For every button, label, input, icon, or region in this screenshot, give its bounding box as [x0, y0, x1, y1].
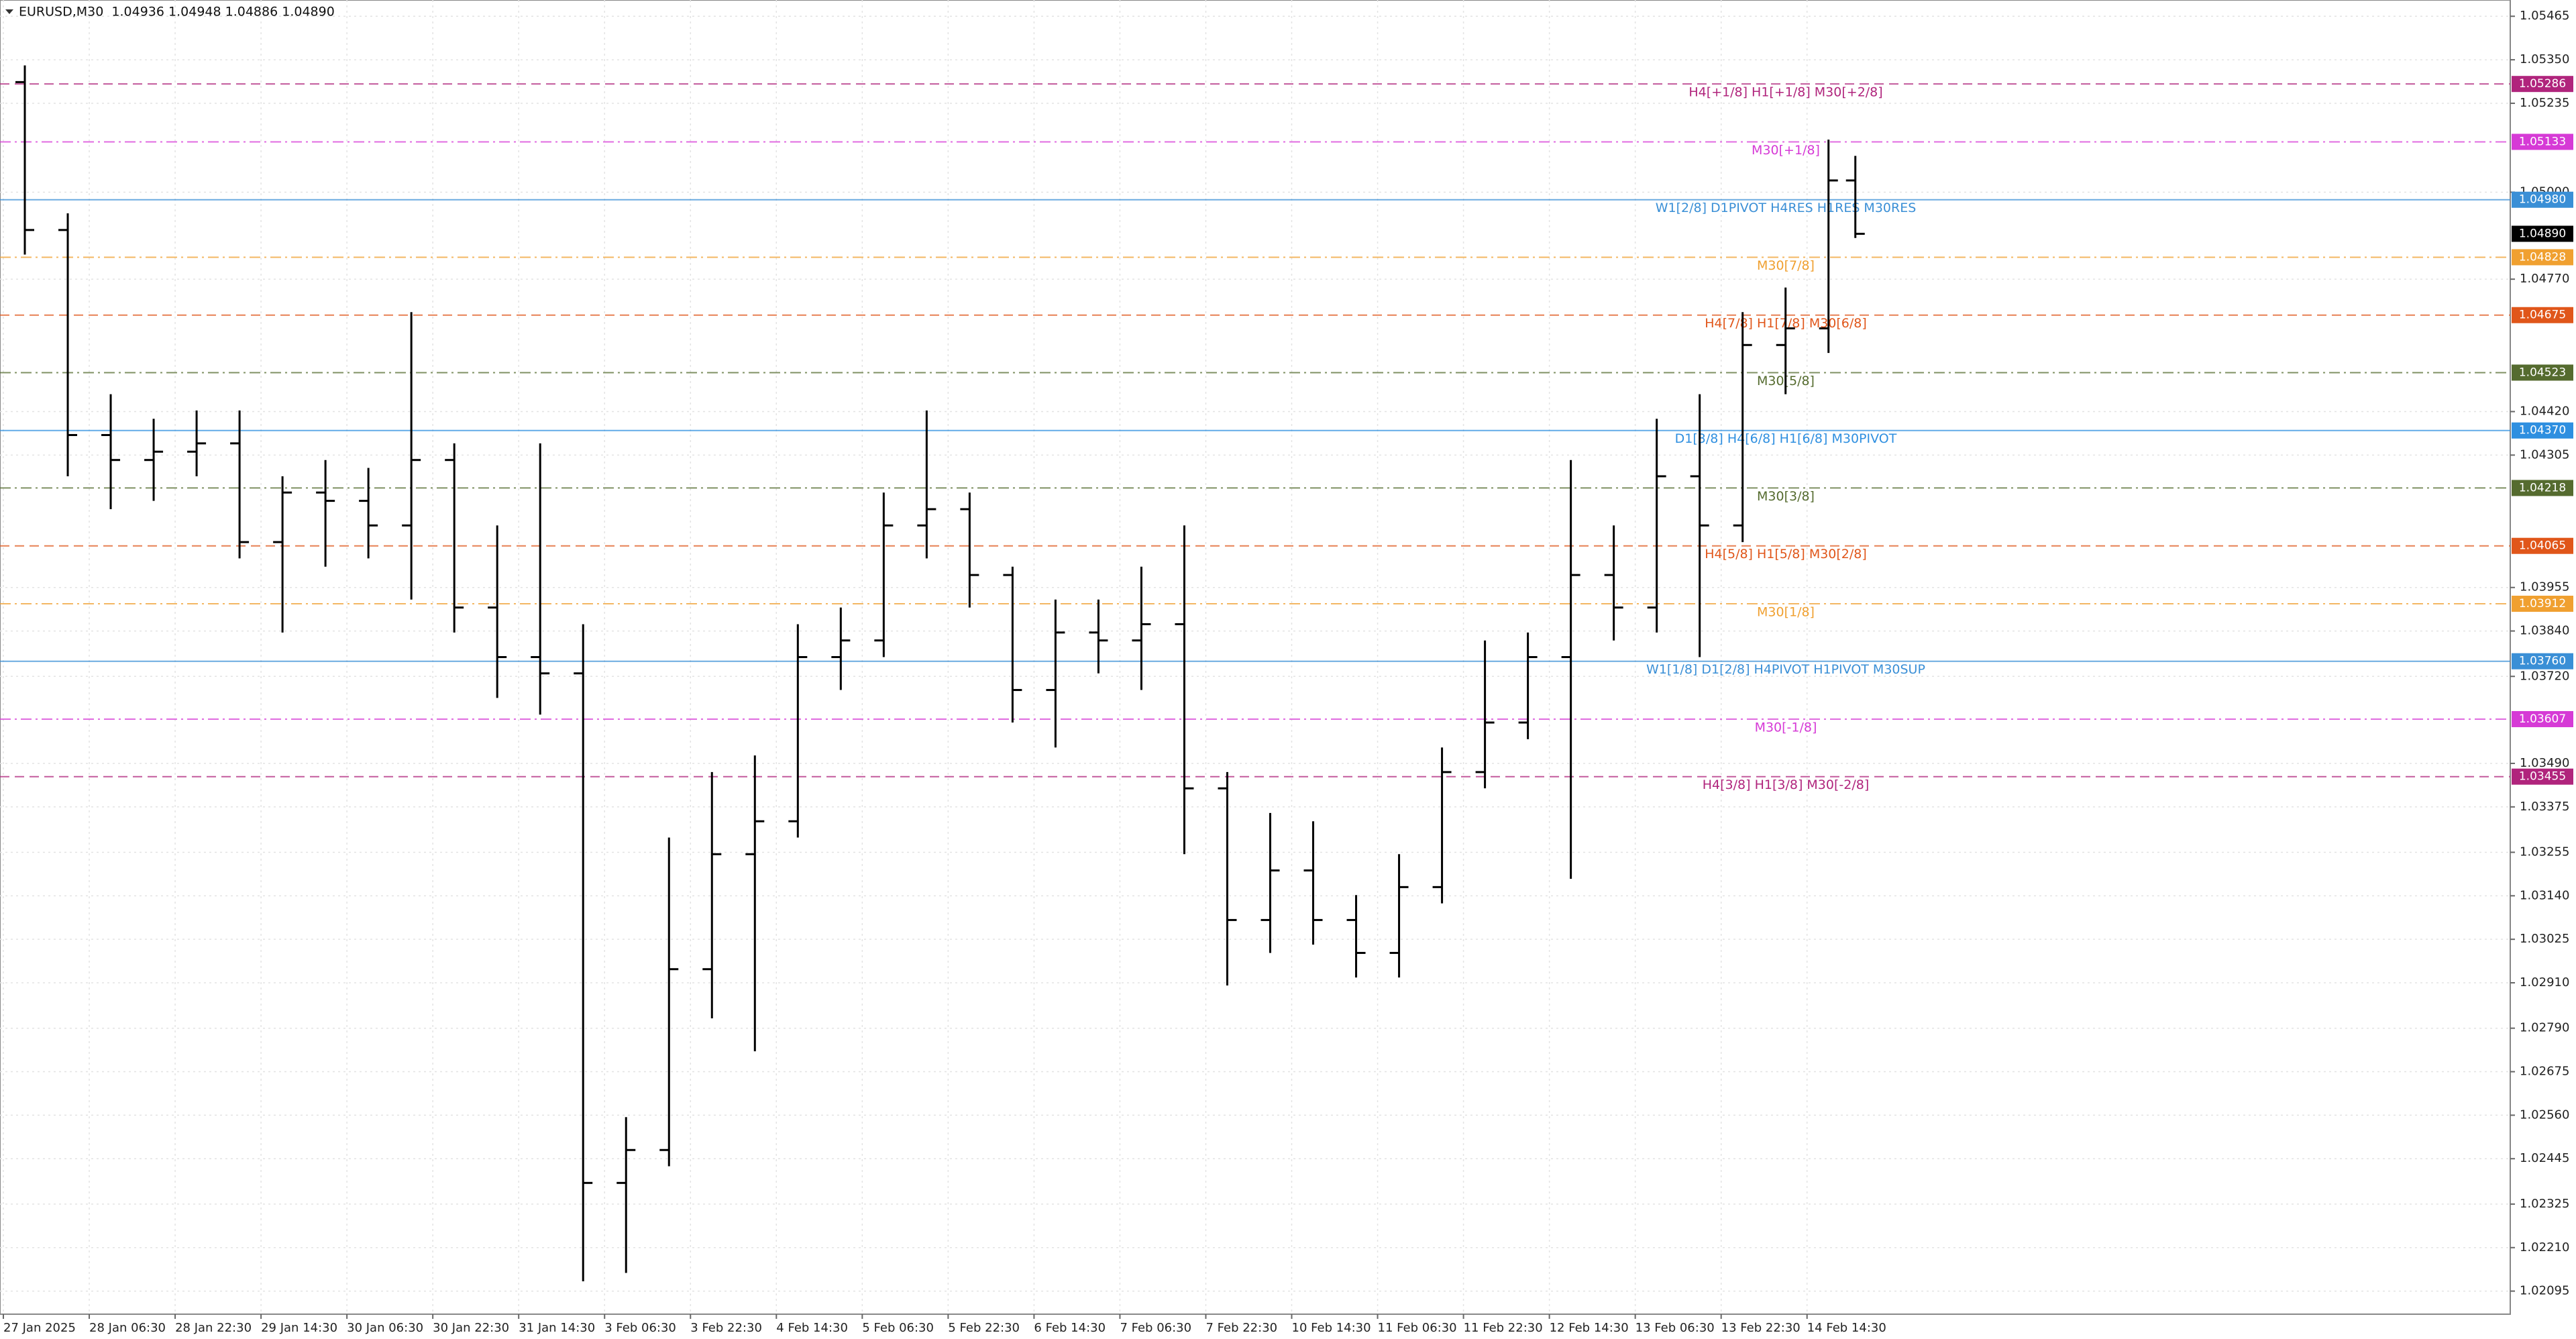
price-tag-label: 1.04675 — [2519, 309, 2566, 322]
x-tick-label: 28 Jan 06:30 — [89, 1321, 166, 1335]
x-tick-label: 3 Feb 22:30 — [690, 1321, 762, 1335]
price-tag-label: 1.04218 — [2519, 481, 2566, 494]
y-tick-label: 1.05235 — [2520, 96, 2569, 110]
price-tag-label: 1.03912 — [2519, 597, 2566, 610]
x-tick-label: 7 Feb 06:30 — [1120, 1321, 1191, 1335]
price-tag — [2512, 537, 2573, 554]
price-tag — [2512, 364, 2573, 381]
price-tag — [2512, 76, 2573, 93]
y-tick-label: 1.03720 — [2520, 669, 2569, 683]
price-tag — [2512, 710, 2573, 727]
x-tick-label: 4 Feb 14:30 — [776, 1321, 848, 1335]
price-tag-label: 1.03455 — [2519, 770, 2566, 784]
price-tag-label: 1.04523 — [2519, 366, 2566, 379]
y-tick-label: 1.03025 — [2520, 932, 2569, 946]
level-label: M30[1/8] — [1757, 604, 1815, 619]
price-tag-label: 1.04370 — [2519, 424, 2566, 437]
y-tick-label: 1.02445 — [2520, 1151, 2569, 1165]
price-tag-label: 1.04980 — [2519, 193, 2566, 207]
current-price-label: 1.04890 — [2519, 227, 2566, 240]
x-tick-label: 11 Feb 22:30 — [1464, 1321, 1543, 1335]
y-tick-label: 1.05350 — [2520, 52, 2569, 66]
x-tick-label: 6 Feb 14:30 — [1034, 1321, 1106, 1335]
x-tick-label: 7 Feb 22:30 — [1205, 1321, 1277, 1335]
x-tick-label: 28 Jan 22:30 — [175, 1321, 252, 1335]
price-tag — [2512, 422, 2573, 439]
level-label: M30[7/8] — [1757, 258, 1815, 273]
price-tag-label: 1.04065 — [2519, 539, 2566, 553]
price-tag — [2512, 595, 2573, 612]
price-tag-label: 1.05133 — [2519, 135, 2566, 148]
level-label: M30[-1/8] — [1755, 720, 1817, 735]
menu-arrow — [5, 9, 13, 14]
x-tick-label: 30 Jan 22:30 — [433, 1321, 509, 1335]
price-tag — [2512, 480, 2573, 496]
x-tick-label: 14 Feb 14:30 — [1807, 1321, 1886, 1335]
plot-frame — [0, 0, 2511, 1315]
price-tag — [2512, 133, 2573, 150]
y-tick-label: 1.04420 — [2520, 405, 2569, 419]
y-tick-label: 1.03255 — [2520, 845, 2569, 859]
y-tick-label: 1.02675 — [2520, 1065, 2569, 1079]
x-tick-label: 3 Feb 06:30 — [604, 1321, 676, 1335]
axes: 1.054651.053501.052351.050001.047701.044… — [3, 9, 2573, 1335]
y-tick-label: 1.03840 — [2520, 624, 2569, 638]
price-tag-label: 1.05286 — [2519, 77, 2566, 91]
x-tick-label: 11 Feb 06:30 — [1378, 1321, 1457, 1335]
x-tick-label: 29 Jan 14:30 — [261, 1321, 337, 1335]
y-tick-label: 1.03955 — [2520, 580, 2569, 594]
bars — [15, 65, 1865, 1281]
price-tag-label: 1.04828 — [2519, 250, 2566, 264]
y-tick-label: 1.04305 — [2520, 447, 2569, 462]
y-tick-label: 1.02560 — [2520, 1108, 2569, 1122]
x-tick-label: 30 Jan 06:30 — [347, 1321, 423, 1335]
y-tick-label: 1.04770 — [2520, 272, 2569, 286]
level-label: M30[3/8] — [1757, 489, 1815, 504]
price-tag — [2512, 307, 2573, 323]
y-tick-label: 1.02325 — [2520, 1197, 2569, 1211]
x-tick-label: 13 Feb 22:30 — [1721, 1321, 1801, 1335]
price-tag — [2512, 768, 2573, 785]
y-tick-label: 1.02210 — [2520, 1240, 2569, 1254]
y-tick-label: 1.02790 — [2520, 1021, 2569, 1035]
y-tick-label: 1.02095 — [2520, 1284, 2569, 1298]
x-tick-label: 5 Feb 06:30 — [862, 1321, 934, 1335]
current-price-tag — [2512, 225, 2573, 242]
y-tick-label: 1.02910 — [2520, 975, 2569, 989]
level-label: W1[2/8] D1PIVOT H4RES H1RES M30RES — [1656, 201, 1917, 215]
grid — [0, 0, 2510, 1314]
y-tick-label: 1.03490 — [2520, 756, 2569, 770]
level-label: D1[3/8] H4[6/8] H1[6/8] M30PIVOT — [1675, 431, 1897, 446]
x-tick-label: 13 Feb 06:30 — [1635, 1321, 1715, 1335]
y-tick-label: 1.05465 — [2520, 9, 2569, 23]
price-tag — [2512, 191, 2573, 208]
x-tick-label: 27 Jan 2025 — [3, 1321, 76, 1335]
level-label: H4[+1/8] H1[+1/8] M30[+2/8] — [1688, 85, 1882, 100]
y-tick-label: 1.03140 — [2520, 888, 2569, 902]
level-label: W1[1/8] D1[2/8] H4PIVOT H1PIVOT M30SUP — [1646, 662, 1925, 677]
level-label: H4[3/8] H1[3/8] M30[-2/8] — [1703, 778, 1869, 792]
price-tag-label: 1.03607 — [2519, 712, 2566, 726]
level-label: M30[+1/8] — [1752, 143, 1820, 158]
levels: H4[+1/8] H1[+1/8] M30[+2/8] M30[+1/8] W1[2… — [0, 83, 2510, 792]
x-tick-label: 10 Feb 14:30 — [1292, 1321, 1371, 1335]
x-tick-label: 31 Jan 14:30 — [519, 1321, 595, 1335]
y-tick-label: 1.03375 — [2520, 800, 2569, 814]
price-tag — [2512, 249, 2573, 266]
x-tick-label: 12 Feb 14:30 — [1550, 1321, 1629, 1335]
price-tag — [2512, 653, 2573, 670]
x-tick-label: 5 Feb 22:30 — [948, 1321, 1020, 1335]
level-label: H4[5/8] H1[5/8] M30[2/8] — [1705, 547, 1867, 561]
price-tag-label: 1.03760 — [2519, 655, 2566, 668]
chart-info: EURUSD,M30 1.04936 1.04948 1.04886 1.048… — [19, 5, 335, 19]
